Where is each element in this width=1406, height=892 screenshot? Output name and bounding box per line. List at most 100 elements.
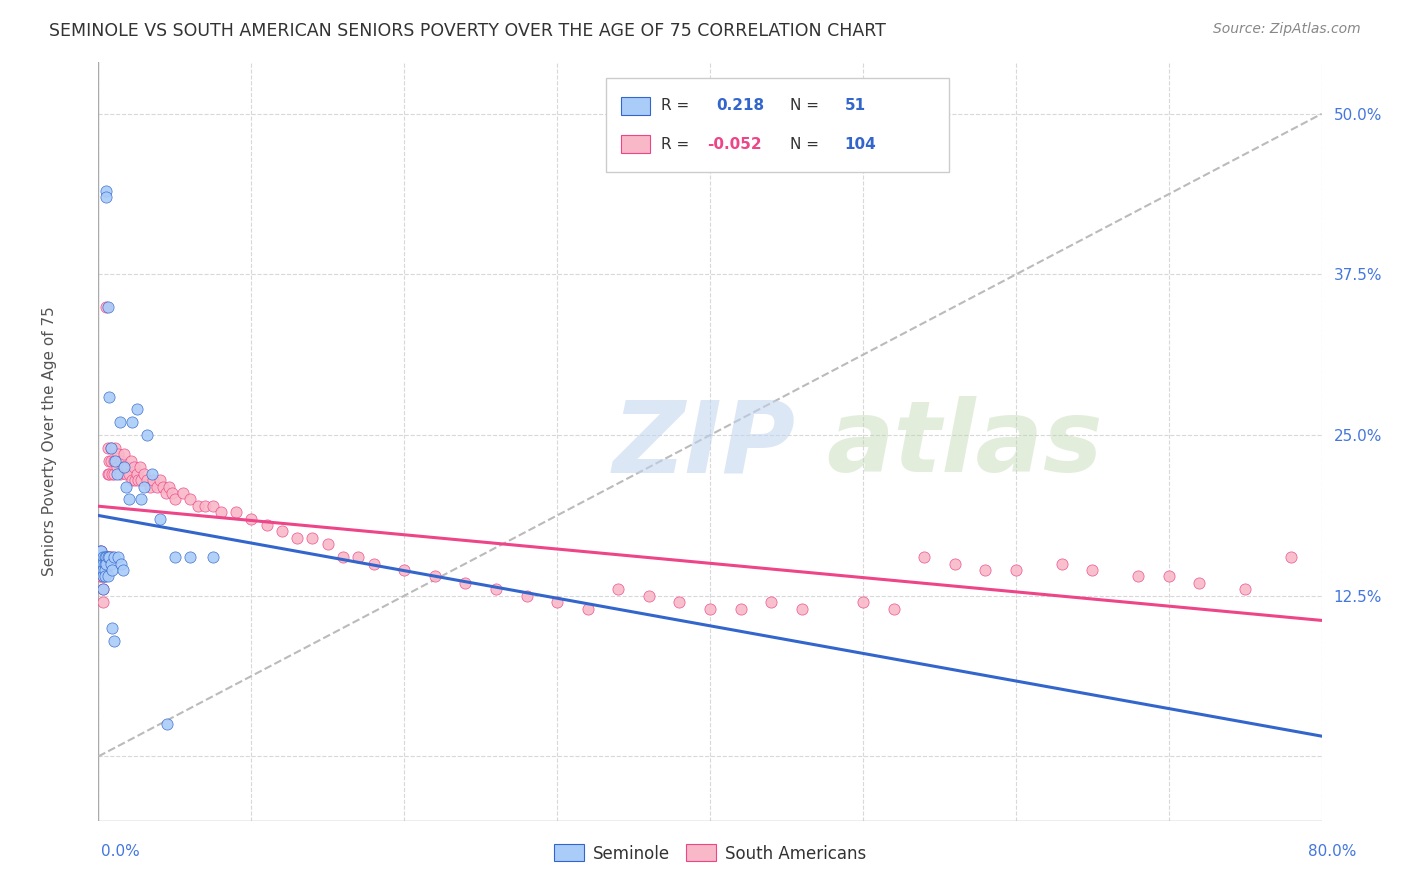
Point — [91, 557, 114, 571]
Point — [115, 479, 138, 493]
Point — [97, 569, 120, 583]
Legend: Seminole, South Americans: Seminole, South Americans — [547, 838, 873, 869]
Text: N =: N = — [790, 98, 818, 113]
Point — [101, 621, 124, 635]
Point — [89, 563, 111, 577]
Text: 104: 104 — [845, 136, 876, 152]
Point — [136, 428, 159, 442]
Point — [90, 569, 112, 583]
Point — [117, 460, 139, 475]
Point — [187, 499, 209, 513]
Point — [91, 569, 114, 583]
Point — [240, 511, 263, 525]
Text: 51: 51 — [845, 98, 866, 113]
Point — [90, 557, 112, 571]
Point — [120, 454, 142, 468]
Point — [285, 531, 308, 545]
Point — [105, 460, 128, 475]
Point — [256, 518, 278, 533]
Point — [91, 569, 114, 583]
Text: N =: N = — [790, 136, 818, 152]
Point — [852, 595, 875, 609]
Point — [546, 595, 568, 609]
Point — [156, 717, 179, 731]
Point — [94, 550, 117, 565]
Point — [108, 467, 131, 481]
Point — [454, 575, 477, 590]
Point — [134, 467, 156, 481]
Point — [112, 447, 135, 461]
Point — [94, 557, 117, 571]
Point — [759, 595, 782, 609]
Point — [157, 479, 180, 493]
Point — [423, 569, 446, 583]
Point — [974, 563, 997, 577]
Point — [100, 557, 122, 571]
Point — [516, 589, 538, 603]
FancyBboxPatch shape — [620, 135, 650, 153]
Point — [110, 454, 132, 468]
Point — [100, 441, 122, 455]
Point — [101, 550, 124, 565]
Point — [98, 467, 121, 481]
Point — [179, 492, 201, 507]
Point — [1128, 569, 1150, 583]
Point — [90, 563, 112, 577]
Point — [149, 511, 172, 525]
Point — [163, 492, 186, 507]
Point — [1157, 569, 1180, 583]
Point — [93, 557, 115, 571]
Point — [128, 460, 150, 475]
Point — [111, 563, 134, 577]
Point — [145, 479, 167, 493]
Text: -0.052: -0.052 — [707, 136, 762, 152]
Point — [699, 601, 721, 615]
Point — [97, 467, 120, 481]
Point — [91, 595, 114, 609]
Text: Seniors Poverty Over the Age of 75: Seniors Poverty Over the Age of 75 — [42, 307, 58, 576]
Point — [136, 473, 159, 487]
Point — [94, 300, 117, 314]
Point — [332, 550, 354, 565]
Point — [139, 479, 162, 493]
Point — [194, 499, 217, 513]
Point — [93, 550, 115, 565]
Point — [105, 467, 128, 481]
Point — [90, 550, 112, 565]
Point — [202, 550, 225, 565]
Point — [152, 479, 174, 493]
Point — [111, 460, 134, 475]
Point — [101, 563, 124, 577]
Point — [134, 479, 156, 493]
Point — [100, 454, 122, 468]
Point — [89, 563, 111, 577]
Point — [160, 486, 183, 500]
Point — [1004, 563, 1026, 577]
Point — [115, 467, 138, 481]
Text: 0.0%: 0.0% — [101, 845, 141, 859]
Point — [125, 467, 148, 481]
Point — [93, 569, 115, 583]
Point — [89, 550, 111, 565]
Point — [316, 537, 339, 551]
Point — [100, 550, 122, 565]
Point — [125, 402, 148, 417]
Point — [1234, 582, 1257, 597]
Text: 80.0%: 80.0% — [1309, 845, 1357, 859]
Point — [98, 550, 121, 565]
Point — [790, 601, 813, 615]
Point — [127, 473, 149, 487]
Point — [98, 390, 121, 404]
Point — [149, 473, 172, 487]
Point — [730, 601, 752, 615]
Point — [103, 633, 125, 648]
Point — [91, 563, 114, 577]
Point — [121, 415, 143, 429]
Point — [98, 550, 121, 565]
Point — [108, 415, 131, 429]
Point — [883, 601, 905, 615]
Text: R =: R = — [661, 98, 689, 113]
Point — [129, 473, 152, 487]
Point — [90, 557, 112, 571]
Point — [90, 543, 112, 558]
